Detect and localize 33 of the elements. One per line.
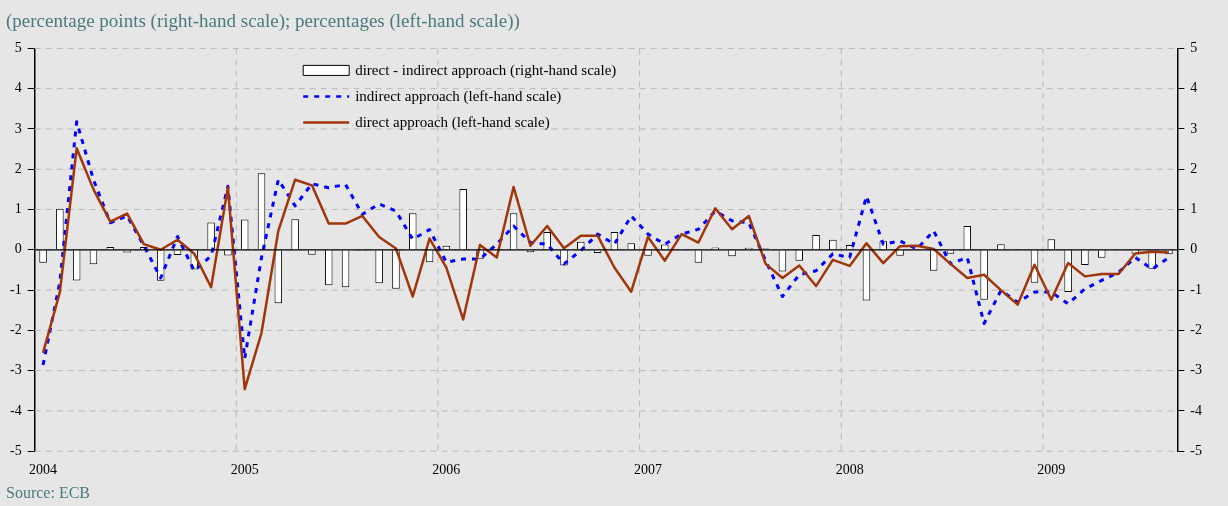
- y2-tick-label: 3: [1190, 120, 1198, 136]
- y2-tick-label: 4: [1190, 80, 1198, 96]
- y-tick-label: 0: [14, 241, 22, 257]
- y2-tick-label: -1: [1190, 281, 1203, 297]
- x-tick-label: 2006: [432, 462, 461, 478]
- y-tick-label: -4: [9, 402, 22, 418]
- legend-label: direct - indirect approach (right-hand scale): [355, 62, 617, 80]
- y-tick-label: 1: [14, 201, 22, 217]
- chart-subtitle: (percentage points (right-hand scale); percentages (left-hand scale)): [6, 10, 520, 32]
- y-tick-label: -5: [9, 442, 22, 458]
- x-tick-label: 2009: [1037, 462, 1066, 478]
- x-tick-label: 2008: [835, 462, 864, 478]
- x-tick-label: 2007: [634, 462, 663, 478]
- x-tick-label: 2005: [230, 462, 259, 478]
- source-note: Source: ECB: [6, 484, 90, 502]
- y2-tick-label: -3: [1190, 362, 1203, 378]
- y2-tick-label: -4: [1190, 402, 1203, 418]
- y2-tick-label: 0: [1190, 241, 1198, 257]
- y-tick-label: -3: [9, 362, 22, 378]
- y-tick-label: -2: [9, 322, 22, 338]
- x-tick-label: 2004: [29, 462, 58, 478]
- y2-tick-label: 1: [1190, 201, 1198, 217]
- y-tick-label: 4: [14, 80, 22, 96]
- y-tick-label: 3: [14, 120, 22, 136]
- y2-tick-label: 5: [1190, 40, 1198, 56]
- y-tick-label: 5: [14, 40, 22, 56]
- y-tick-label: 2: [14, 160, 22, 176]
- y2-tick-label: -2: [1190, 322, 1203, 338]
- y2-tick-label: 2: [1190, 160, 1198, 176]
- legend-label: indirect approach (left-hand scale): [355, 88, 562, 106]
- y2-tick-label: -5: [1190, 442, 1203, 458]
- legend-label: direct approach (left-hand scale): [355, 114, 550, 132]
- y-tick-label: -1: [9, 281, 22, 297]
